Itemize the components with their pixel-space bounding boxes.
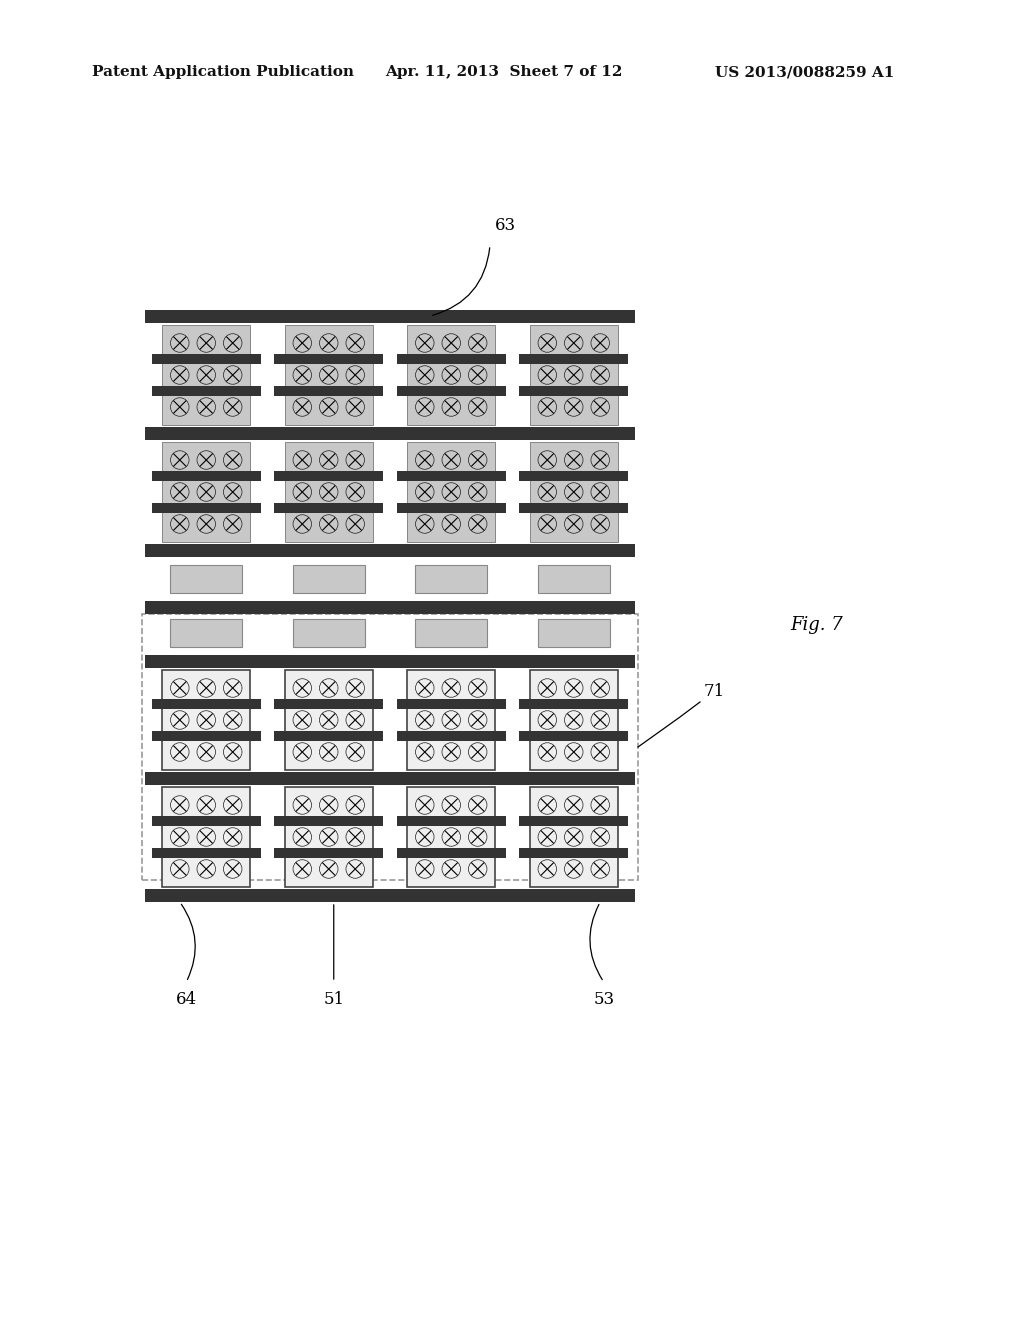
FancyBboxPatch shape [396,700,506,709]
FancyBboxPatch shape [415,619,487,647]
FancyBboxPatch shape [145,772,635,785]
Text: 53: 53 [593,991,614,1008]
FancyBboxPatch shape [396,354,506,364]
FancyBboxPatch shape [408,787,496,887]
FancyBboxPatch shape [274,816,383,826]
FancyBboxPatch shape [152,354,261,364]
FancyBboxPatch shape [274,354,383,364]
FancyBboxPatch shape [152,471,261,480]
FancyBboxPatch shape [519,731,629,741]
FancyBboxPatch shape [519,847,629,858]
FancyBboxPatch shape [519,471,629,480]
FancyBboxPatch shape [529,787,617,887]
FancyBboxPatch shape [396,471,506,480]
Text: 63: 63 [495,216,515,234]
FancyBboxPatch shape [170,619,243,647]
FancyBboxPatch shape [274,847,383,858]
FancyBboxPatch shape [145,655,635,668]
FancyBboxPatch shape [396,731,506,741]
FancyBboxPatch shape [274,471,383,480]
FancyBboxPatch shape [396,847,506,858]
FancyBboxPatch shape [152,700,261,709]
Text: Fig. 7: Fig. 7 [790,616,843,634]
FancyBboxPatch shape [152,503,261,513]
FancyBboxPatch shape [529,442,617,543]
Text: 64: 64 [176,991,197,1008]
FancyBboxPatch shape [396,816,506,826]
FancyBboxPatch shape [152,731,261,741]
FancyBboxPatch shape [415,565,487,593]
FancyBboxPatch shape [519,816,629,826]
FancyBboxPatch shape [162,325,250,425]
FancyBboxPatch shape [162,671,250,770]
FancyBboxPatch shape [538,565,610,593]
FancyBboxPatch shape [519,700,629,709]
FancyBboxPatch shape [152,816,261,826]
FancyBboxPatch shape [293,619,365,647]
FancyBboxPatch shape [408,671,496,770]
FancyBboxPatch shape [162,442,250,543]
FancyBboxPatch shape [293,565,365,593]
FancyBboxPatch shape [145,601,635,614]
FancyBboxPatch shape [152,385,261,396]
FancyBboxPatch shape [285,325,373,425]
FancyBboxPatch shape [285,442,373,543]
FancyBboxPatch shape [145,310,635,323]
FancyBboxPatch shape [396,385,506,396]
FancyBboxPatch shape [170,565,243,593]
Text: 71: 71 [705,684,725,701]
Text: US 2013/0088259 A1: US 2013/0088259 A1 [715,65,894,79]
FancyBboxPatch shape [145,888,635,902]
FancyBboxPatch shape [152,847,261,858]
FancyBboxPatch shape [274,731,383,741]
FancyBboxPatch shape [396,503,506,513]
FancyBboxPatch shape [145,426,635,440]
FancyBboxPatch shape [408,325,496,425]
Text: Apr. 11, 2013  Sheet 7 of 12: Apr. 11, 2013 Sheet 7 of 12 [385,65,623,79]
FancyBboxPatch shape [519,503,629,513]
Text: 51: 51 [324,991,344,1008]
FancyBboxPatch shape [285,671,373,770]
FancyBboxPatch shape [274,385,383,396]
FancyBboxPatch shape [519,385,629,396]
FancyBboxPatch shape [538,619,610,647]
FancyBboxPatch shape [408,442,496,543]
FancyBboxPatch shape [529,671,617,770]
FancyBboxPatch shape [145,544,635,557]
FancyBboxPatch shape [529,325,617,425]
Text: Patent Application Publication: Patent Application Publication [92,65,354,79]
FancyBboxPatch shape [274,700,383,709]
FancyBboxPatch shape [519,354,629,364]
FancyBboxPatch shape [285,787,373,887]
FancyBboxPatch shape [274,503,383,513]
FancyBboxPatch shape [162,787,250,887]
